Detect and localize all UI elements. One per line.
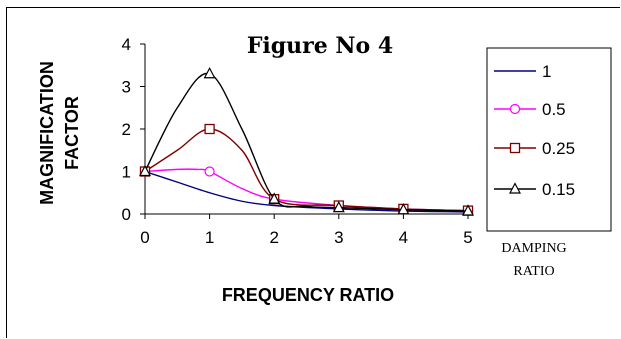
legend-title-line2: RATIO — [513, 264, 554, 279]
data-point — [204, 166, 215, 177]
y-axis-label-line1: MAGNIFICATION — [37, 61, 57, 205]
series-layer — [139, 66, 474, 216]
legend-label: 1 — [542, 62, 551, 81]
legend-swatch-marker — [509, 103, 521, 115]
data-point — [462, 204, 474, 216]
series-line — [144, 72, 469, 212]
data-point — [139, 164, 151, 177]
x-tick-label: 2 — [269, 228, 278, 247]
data-point — [204, 123, 215, 135]
legend-title-line1: DAMPING — [501, 241, 566, 256]
chart-title: Figure No 4 — [247, 33, 393, 59]
x-tick-label: 3 — [334, 228, 343, 247]
y-tick-label: 1 — [122, 163, 131, 182]
x-tick-label: 4 — [399, 228, 408, 247]
x-tick-label: 0 — [140, 228, 149, 247]
y-axis-label-line2: FACTOR — [62, 96, 82, 170]
legend-entry: 0.15 — [494, 180, 575, 199]
legend-swatch-marker — [509, 142, 521, 154]
legend-entry: 1 — [494, 62, 551, 81]
legend-entry: 0.25 — [494, 139, 575, 158]
x-tick-label: 5 — [463, 228, 472, 247]
data-point — [397, 202, 410, 215]
data-point — [203, 66, 216, 79]
data-point — [268, 192, 281, 204]
axes — [140, 43, 469, 219]
tick-labels: 0 1 2 3 4 0 1 2 3 4 5 — [122, 35, 473, 247]
legend-label: 0.5 — [542, 100, 566, 119]
x-tick-label: 1 — [205, 228, 214, 247]
data-point — [332, 200, 345, 213]
y-tick-label: 2 — [122, 120, 131, 139]
x-axis-label: FREQUENCY RATIO — [222, 285, 394, 305]
chart-frame — [6, 7, 620, 338]
legend-box — [486, 47, 612, 232]
y-tick-label: 3 — [122, 78, 131, 97]
legend-swatch-marker — [509, 182, 521, 194]
legend-entry: 0.5 — [494, 100, 566, 119]
y-tick-label: 4 — [122, 35, 131, 54]
legend: 1 0.5 0.25 0.15 — [494, 62, 575, 199]
series-line — [144, 168, 469, 212]
y-tick-label: 0 — [122, 205, 131, 224]
legend-label: 0.25 — [542, 139, 575, 158]
legend-label: 0.15 — [542, 180, 575, 199]
series-0-15 — [139, 66, 474, 216]
